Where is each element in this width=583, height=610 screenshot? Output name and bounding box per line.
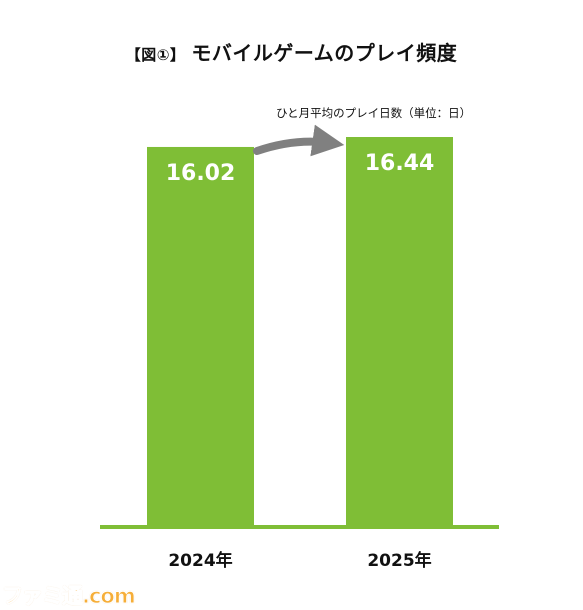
x-tick-label-1: 2024年 (168, 550, 232, 571)
bar-1 (147, 146, 254, 527)
chart-title-text: モバイルゲームのプレイ頻度 (191, 41, 458, 65)
chart-title-prefix: 【図①】 (125, 46, 186, 64)
bars-layer (147, 137, 453, 527)
bar-value-label-2: 16.44 (365, 151, 435, 176)
unit-note: ひと月平均のプレイ日数（単位：日） (276, 106, 472, 120)
labels-layer: 16.02 2024年 16.44 2025年 (166, 151, 435, 571)
chart-title: 【図①】 モバイルゲームのプレイ頻度 (0, 37, 583, 66)
x-tick-label-2: 2025年 (367, 550, 431, 571)
increase-arrow (253, 124, 345, 157)
bar-value-label-1: 16.02 (166, 161, 236, 186)
watermark-logo: ファミ通.com (2, 584, 137, 609)
bar-2 (346, 137, 453, 527)
